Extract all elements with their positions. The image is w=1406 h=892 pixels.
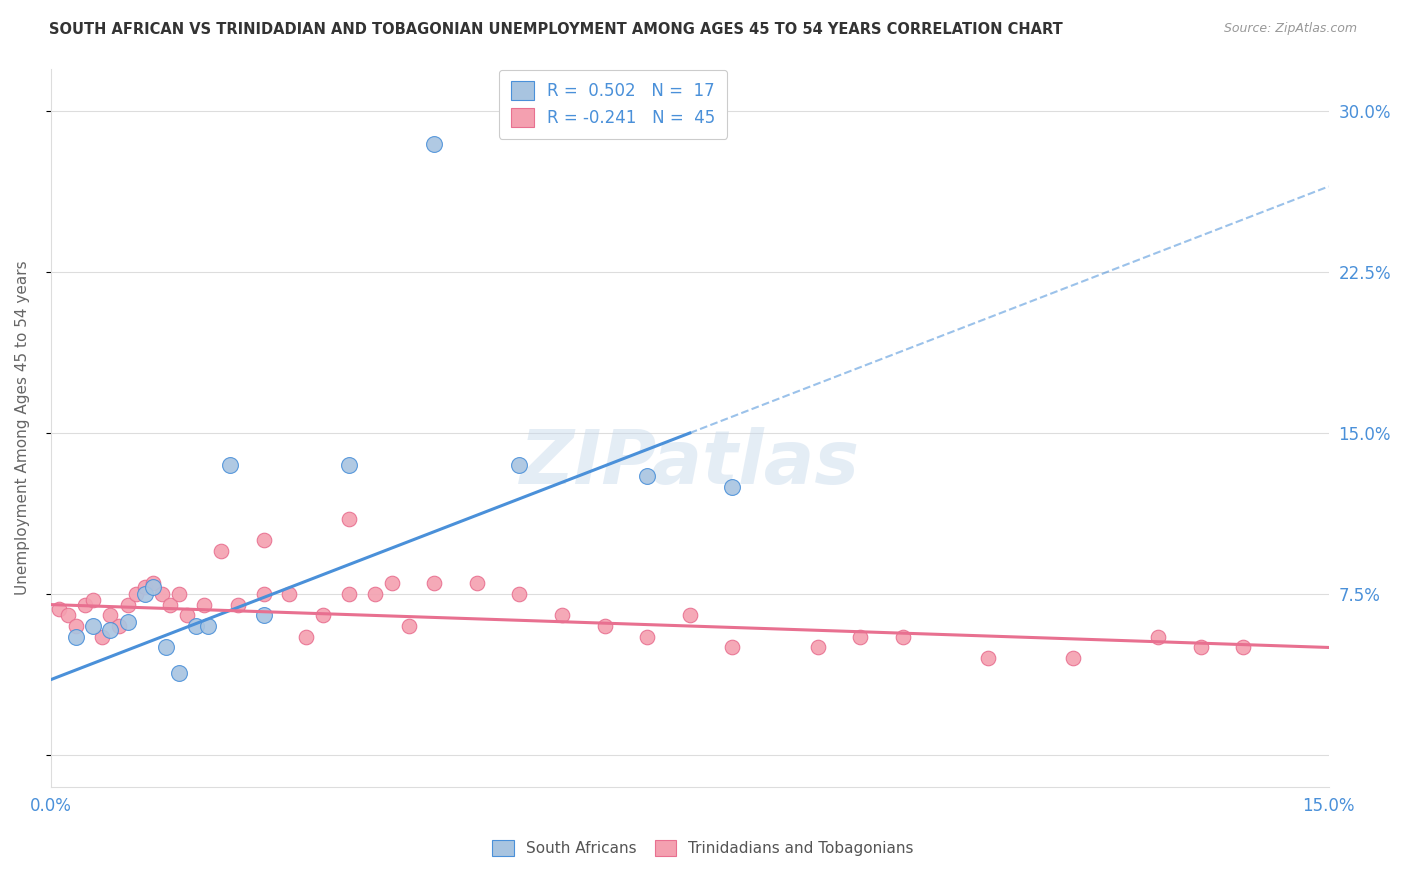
Text: Source: ZipAtlas.com: Source: ZipAtlas.com [1223,22,1357,36]
Point [209,544,232,558]
Point [1062,651,1084,665]
Point [423,136,446,151]
Point [806,640,828,655]
Point [184,619,207,633]
Point [150,587,173,601]
Point [551,608,574,623]
Text: SOUTH AFRICAN VS TRINIDADIAN AND TOBAGONIAN UNEMPLOYMENT AMONG AGES 45 TO 54 YEA: SOUTH AFRICAN VS TRINIDADIAN AND TOBAGON… [49,22,1063,37]
Point [73,598,96,612]
Point [636,630,658,644]
Point [398,619,420,633]
Point [721,640,744,655]
Point [1147,630,1170,644]
Legend: R =  0.502   N =  17, R = -0.241   N =  45: R = 0.502 N = 17, R = -0.241 N = 45 [499,70,727,138]
Point [167,666,190,681]
Point [108,619,131,633]
Point [159,598,181,612]
Point [295,630,318,644]
Point [193,598,215,612]
Point [253,608,276,623]
Point [134,587,156,601]
Point [48,602,70,616]
Point [381,576,404,591]
Point [721,480,744,494]
Point [100,624,122,638]
Point [65,630,87,644]
Point [891,630,914,644]
Point [465,576,488,591]
Point [849,630,872,644]
Point [1232,640,1254,655]
Point [142,581,165,595]
Point [56,608,79,623]
Point [117,615,139,629]
Point [100,608,122,623]
Point [218,458,240,473]
Y-axis label: Unemployment Among Ages 45 to 54 years: Unemployment Among Ages 45 to 54 years [15,260,30,595]
Point [117,598,139,612]
Point [278,587,301,601]
Point [125,587,148,601]
Point [337,512,360,526]
Point [423,576,446,591]
Point [508,458,530,473]
Point [337,587,360,601]
Point [679,608,702,623]
Point [253,587,276,601]
Point [363,587,385,601]
Point [82,593,104,607]
Point [155,640,177,655]
Text: ZIPatlas: ZIPatlas [520,427,859,500]
Point [91,630,114,644]
Point [167,587,190,601]
Point [337,458,360,473]
Point [636,469,658,483]
Point [176,608,198,623]
Point [312,608,335,623]
Legend: South Africans, Trinidadians and Tobagonians: South Africans, Trinidadians and Tobagon… [486,834,920,862]
Point [508,587,530,601]
Point [134,581,156,595]
Point [226,598,249,612]
Point [593,619,616,633]
Point [197,619,219,633]
Point [65,619,87,633]
Point [1189,640,1212,655]
Point [142,576,165,591]
Point [253,533,276,548]
Point [82,619,104,633]
Point [977,651,1000,665]
